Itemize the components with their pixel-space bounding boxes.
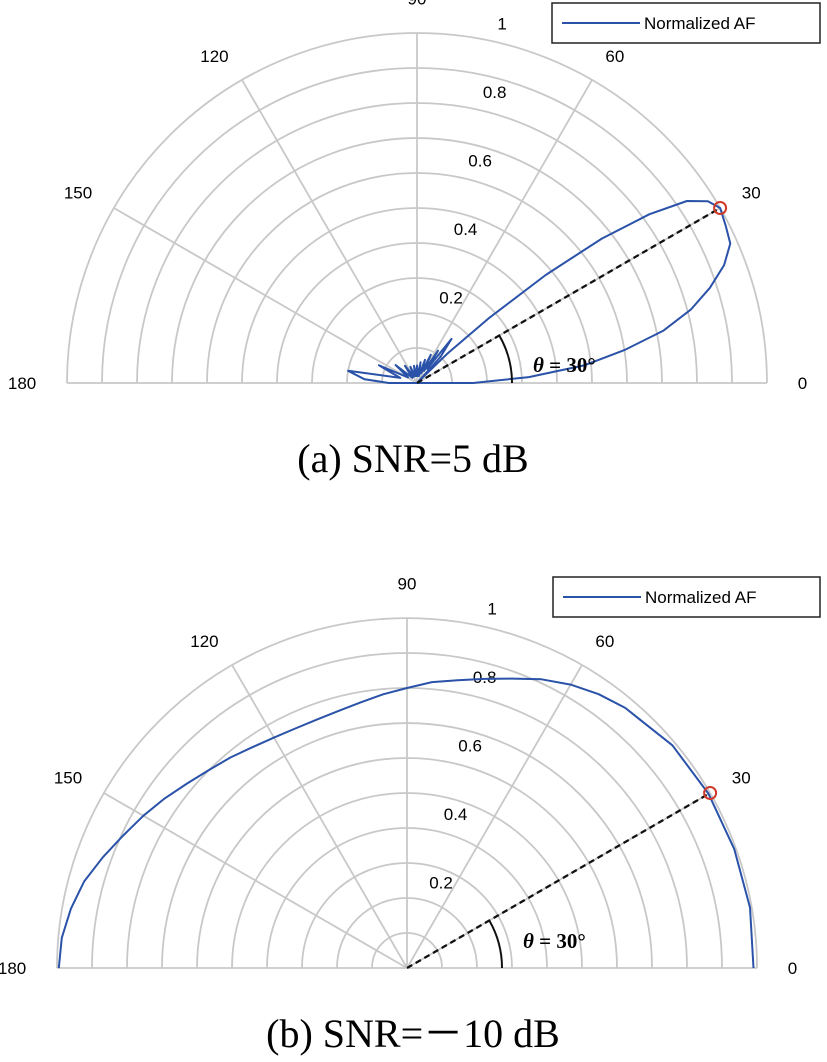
angle-tick-label: 60 (605, 47, 624, 66)
radial-tick-label: 1 (497, 15, 506, 34)
radial-tick-label: 0.6 (468, 151, 492, 170)
theta-value: = 30° (544, 353, 596, 377)
theta-symbol: θ (533, 353, 544, 377)
angle-tick-label: 180 (8, 374, 36, 393)
grid-spoke (416, 79, 593, 384)
target-direction-line (416, 207, 721, 384)
grid-spoke (103, 792, 408, 969)
angle-tick-label: 180 (0, 959, 26, 978)
angle-tick-label: 150 (54, 769, 82, 788)
radial-tick-label: 0.6 (458, 736, 482, 755)
radial-tick-label: 1 (487, 600, 496, 619)
grid-spoke (231, 664, 408, 969)
theta-symbol: θ (523, 929, 534, 953)
radial-tick-label: 0.2 (439, 288, 463, 307)
legend-label: Normalized AF (645, 588, 756, 607)
theta-annotation: θ = 30° (523, 929, 586, 953)
panel-caption: (a) SNR=5 dB (297, 436, 528, 481)
radial-tick-label: 0.8 (473, 668, 497, 687)
peak-marker (703, 786, 718, 800)
angle-tick-label: 60 (595, 632, 614, 651)
angle-tick-label: 0 (788, 959, 797, 978)
grid-spoke (406, 664, 583, 969)
angle-arc (498, 335, 514, 384)
angle-tick-label: 150 (64, 184, 92, 203)
legend-label: Normalized AF (644, 14, 755, 33)
radial-tick-label: 0.4 (454, 220, 478, 239)
angle-tick-label: 90 (408, 0, 427, 8)
angle-tick-label: 0 (798, 374, 807, 393)
angle-arc (488, 920, 504, 969)
radial-tick-label: 0.2 (429, 873, 453, 892)
panel-caption: (b) SNR=－10 dB (266, 1011, 560, 1056)
angle-tick-label: 30 (732, 769, 751, 788)
polar-chart-b: 0 30 60 90 120 150 180 0.2 0.4 0.6 0.8 1 θ = 30° Norm… (0, 574, 821, 1056)
grid-spoke (241, 79, 418, 384)
series-line-normalized-af (57, 677, 755, 969)
peak-marker (713, 201, 728, 215)
radial-tick-label: 0.4 (444, 805, 468, 824)
target-direction-line (406, 792, 711, 969)
grid-spoke (113, 207, 418, 384)
theta-value: = 30° (534, 929, 586, 953)
angle-tick-label: 120 (190, 632, 218, 651)
polar-chart-a: 0 30 60 90 120 150 180 0.2 0.4 0.6 0.8 1 θ = 30° Norm… (8, 0, 821, 481)
angle-tick-label: 30 (742, 184, 761, 203)
series-line-normalized-af (347, 200, 732, 384)
theta-annotation: θ = 30° (533, 353, 596, 377)
radial-tick-label: 0.8 (483, 83, 507, 102)
angle-tick-label: 90 (398, 574, 417, 593)
angle-tick-label: 120 (200, 47, 228, 66)
